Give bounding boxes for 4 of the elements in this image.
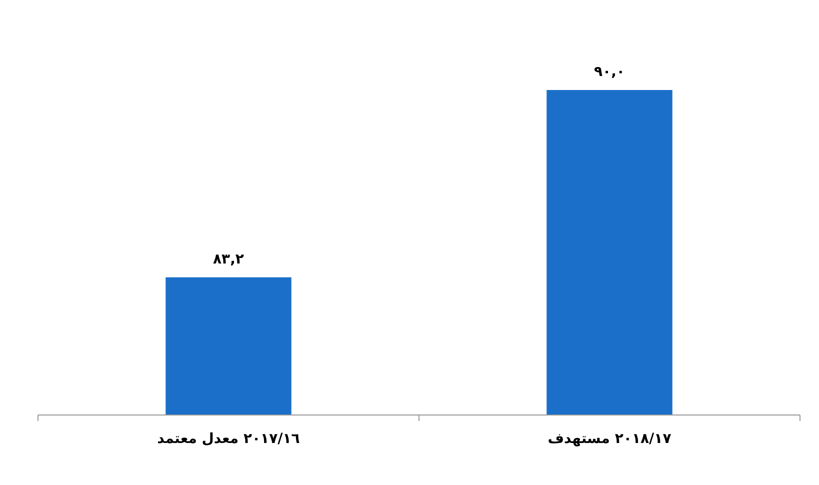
data-label: ٨٣,٢ xyxy=(213,251,244,268)
x-tick-label: ٢٠١٨/١٧ مستهدف xyxy=(548,431,672,447)
x-tick-label: ٢٠١٧/١٦ معدل معتمد xyxy=(157,431,300,447)
data-label: ٩٠,٠ xyxy=(594,64,625,80)
